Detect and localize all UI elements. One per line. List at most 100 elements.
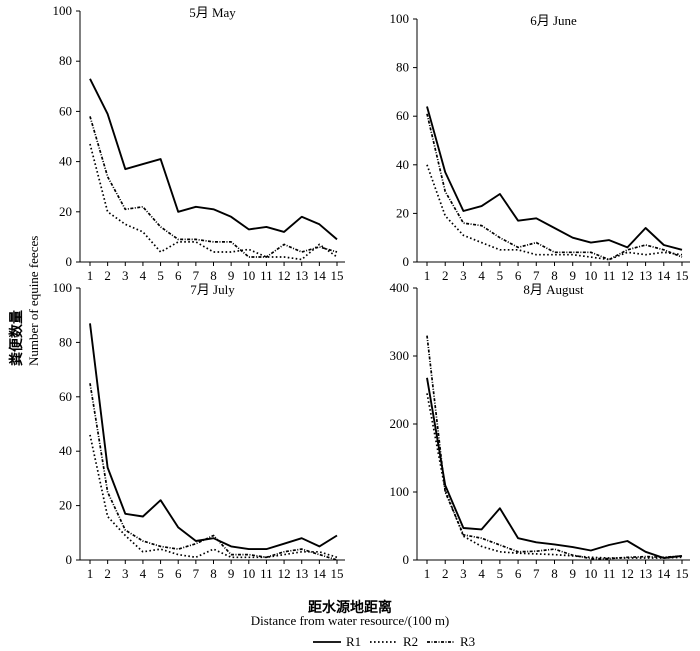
x-tick-label: 3: [460, 268, 467, 283]
x-tick-label: 11: [260, 268, 273, 283]
x-tick-label: 11: [260, 566, 273, 581]
x-tick-label: 7: [533, 566, 540, 581]
x-tick-label: 10: [242, 268, 255, 283]
x-tick-label: 5: [157, 566, 164, 581]
y-tick-label: 60: [59, 389, 72, 404]
x-tick-label: 3: [460, 566, 467, 581]
x-tick-label: 8: [210, 268, 217, 283]
x-tick-label: 8: [210, 566, 217, 581]
panel-title: 8月 August: [523, 282, 584, 297]
x-tick-label: 4: [478, 268, 485, 283]
x-tick-label: 12: [621, 566, 634, 581]
x-tick-label: 3: [122, 268, 129, 283]
y-tick-label: 40: [59, 443, 72, 458]
x-tick-label: 9: [228, 566, 235, 581]
x-tick-label: 6: [515, 566, 522, 581]
x-tick-label: 1: [87, 566, 94, 581]
x-tick-label: 11: [603, 566, 616, 581]
y-tick-label: 20: [59, 204, 72, 219]
x-tick-label: 1: [424, 566, 431, 581]
x-tick-label: 14: [313, 566, 327, 581]
x-tick-label: 13: [639, 566, 652, 581]
x-tick-label: 10: [584, 566, 597, 581]
legend-label-r2: R2: [403, 634, 419, 649]
x-tick-label: 12: [621, 268, 634, 283]
series-line-r3: [89, 383, 338, 561]
series-line-r2: [89, 434, 338, 559]
x-tick-label: 2: [104, 268, 111, 283]
series-line-r2: [426, 393, 683, 559]
x-tick-label: 2: [442, 268, 449, 283]
x-tick-label: 15: [676, 268, 689, 283]
y-tick-label: 60: [59, 103, 72, 118]
x-tick-label: 8: [551, 566, 558, 581]
x-axis-label-en: Distance from water resource/(100 m): [250, 613, 450, 628]
y-tick-label: 100: [390, 11, 410, 26]
series-line-r3: [89, 116, 338, 258]
x-tick-label: 15: [331, 566, 344, 581]
x-tick-label: 8: [551, 268, 558, 283]
x-tick-label: 2: [104, 566, 111, 581]
panel-title: 5月 May: [189, 5, 236, 20]
x-tick-label: 6: [515, 268, 522, 283]
x-tick-label: 3: [122, 566, 129, 581]
x-tick-label: 4: [140, 268, 147, 283]
y-tick-label: 20: [396, 205, 409, 220]
x-tick-label: 1: [87, 268, 94, 283]
x-tick-label: 4: [478, 566, 485, 581]
y-axis-label: 粪便数量 Number of equine feeces: [6, 236, 42, 366]
series-line-r1: [89, 78, 338, 241]
y-tick-label: 0: [66, 552, 73, 567]
x-tick-label: 10: [584, 268, 597, 283]
y-tick-label: 40: [396, 157, 409, 172]
x-tick-label: 13: [639, 268, 652, 283]
x-axis-label-cn: 距水源地距离: [308, 601, 392, 616]
x-tick-label: 12: [278, 566, 291, 581]
legend-label-r3: R3: [460, 634, 476, 649]
y-tick-label: 100: [53, 280, 73, 295]
x-tick-label: 7: [193, 268, 200, 283]
x-tick-label: 13: [295, 566, 308, 581]
y-tick-label: 100: [390, 484, 410, 499]
x-tick-label: 14: [313, 268, 327, 283]
x-tick-label: 6: [175, 268, 182, 283]
y-tick-label: 40: [59, 154, 72, 169]
y-tick-label: 0: [403, 254, 410, 269]
y-tick-label: 200: [390, 416, 410, 431]
y-tick-label: 80: [396, 60, 409, 75]
x-tick-label: 4: [140, 566, 147, 581]
x-tick-label: 9: [569, 268, 576, 283]
series-line-r1: [89, 323, 338, 551]
x-tick-label: 5: [157, 268, 164, 283]
x-tick-label: 11: [603, 268, 616, 283]
series-line-r1: [426, 106, 683, 251]
y-tick-label: 300: [390, 348, 410, 363]
x-tick-label: 9: [569, 566, 576, 581]
y-axis-label-cn: 粪便数量: [10, 310, 25, 366]
x-tick-label: 14: [657, 566, 671, 581]
x-tick-label: 7: [193, 566, 200, 581]
x-tick-label: 5: [497, 268, 504, 283]
y-tick-label: 0: [66, 254, 73, 269]
x-tick-label: 13: [295, 268, 308, 283]
x-tick-label: 9: [228, 268, 235, 283]
y-tick-label: 100: [53, 3, 73, 18]
y-tick-label: 80: [59, 334, 72, 349]
x-tick-label: 15: [676, 566, 689, 581]
y-axis-label-en: Number of equine feeces: [26, 235, 41, 366]
y-tick-label: 60: [396, 108, 409, 123]
x-tick-label: 14: [657, 268, 671, 283]
panel-title: 7月 July: [190, 282, 235, 297]
y-tick-label: 80: [59, 53, 72, 68]
series-line-r2: [89, 143, 338, 261]
panel-title: 6月 June: [530, 13, 577, 28]
x-tick-label: 15: [331, 268, 344, 283]
y-tick-label: 20: [59, 498, 72, 513]
legend: R1 R2 R3: [0, 634, 700, 650]
x-tick-label: 5: [497, 566, 504, 581]
